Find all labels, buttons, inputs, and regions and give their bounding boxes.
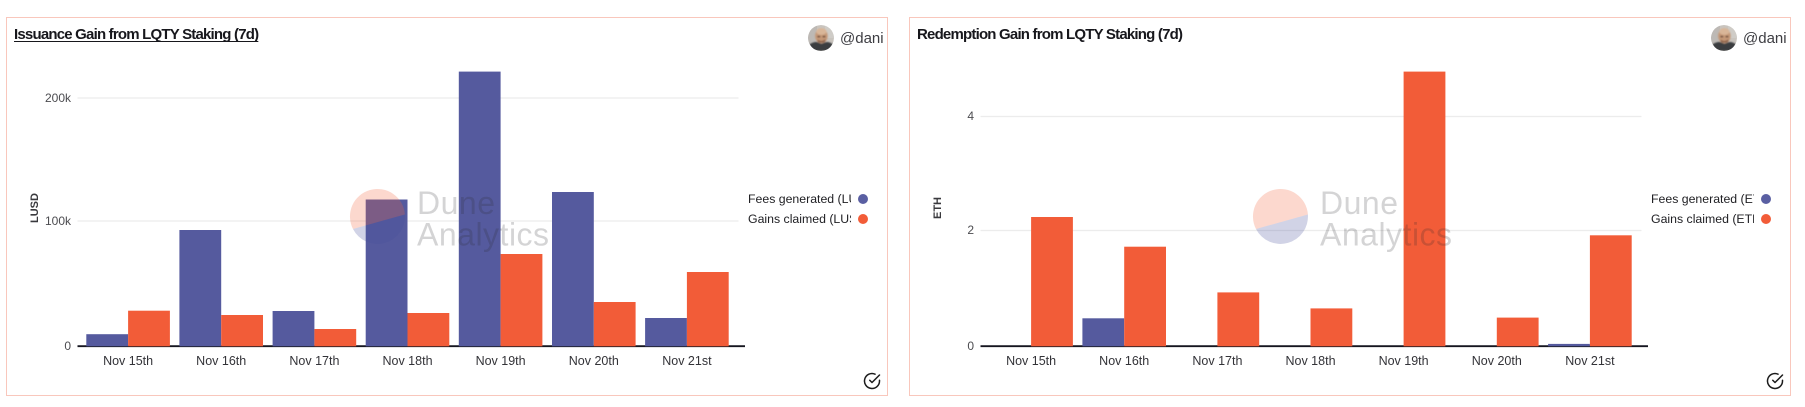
svg-text:100k: 100k [45, 214, 72, 228]
svg-text:Analytics: Analytics [1320, 216, 1453, 252]
svg-text:Nov 17th: Nov 17th [289, 354, 339, 368]
svg-text:Nov 18th: Nov 18th [382, 354, 432, 368]
svg-text:2: 2 [967, 223, 974, 237]
svg-text:Nov 15th: Nov 15th [1006, 354, 1056, 368]
svg-text:Nov 21st: Nov 21st [662, 354, 712, 368]
svg-text:Analytics: Analytics [417, 216, 550, 252]
svg-text:LUSD: LUSD [29, 193, 41, 223]
svg-text:Dune: Dune [1320, 185, 1399, 221]
svg-text:Nov 16th: Nov 16th [1099, 354, 1149, 368]
svg-text:Nov 19th: Nov 19th [476, 354, 526, 368]
svg-text:4: 4 [967, 109, 974, 123]
svg-text:Nov 19th: Nov 19th [1379, 354, 1429, 368]
svg-text:ETH: ETH [932, 197, 944, 219]
svg-text:Nov 20th: Nov 20th [1472, 354, 1522, 368]
svg-text:Nov 20th: Nov 20th [569, 354, 619, 368]
svg-text:Nov 17th: Nov 17th [1192, 354, 1242, 368]
svg-text:Nov 16th: Nov 16th [196, 354, 246, 368]
svg-text:0: 0 [967, 339, 974, 353]
svg-text:200k: 200k [45, 91, 72, 105]
svg-text:Dune: Dune [417, 185, 496, 221]
svg-text:Nov 18th: Nov 18th [1285, 354, 1335, 368]
svg-text:Nov 21st: Nov 21st [1565, 354, 1615, 368]
svg-text:0: 0 [64, 339, 71, 353]
svg-text:Nov 15th: Nov 15th [103, 354, 153, 368]
